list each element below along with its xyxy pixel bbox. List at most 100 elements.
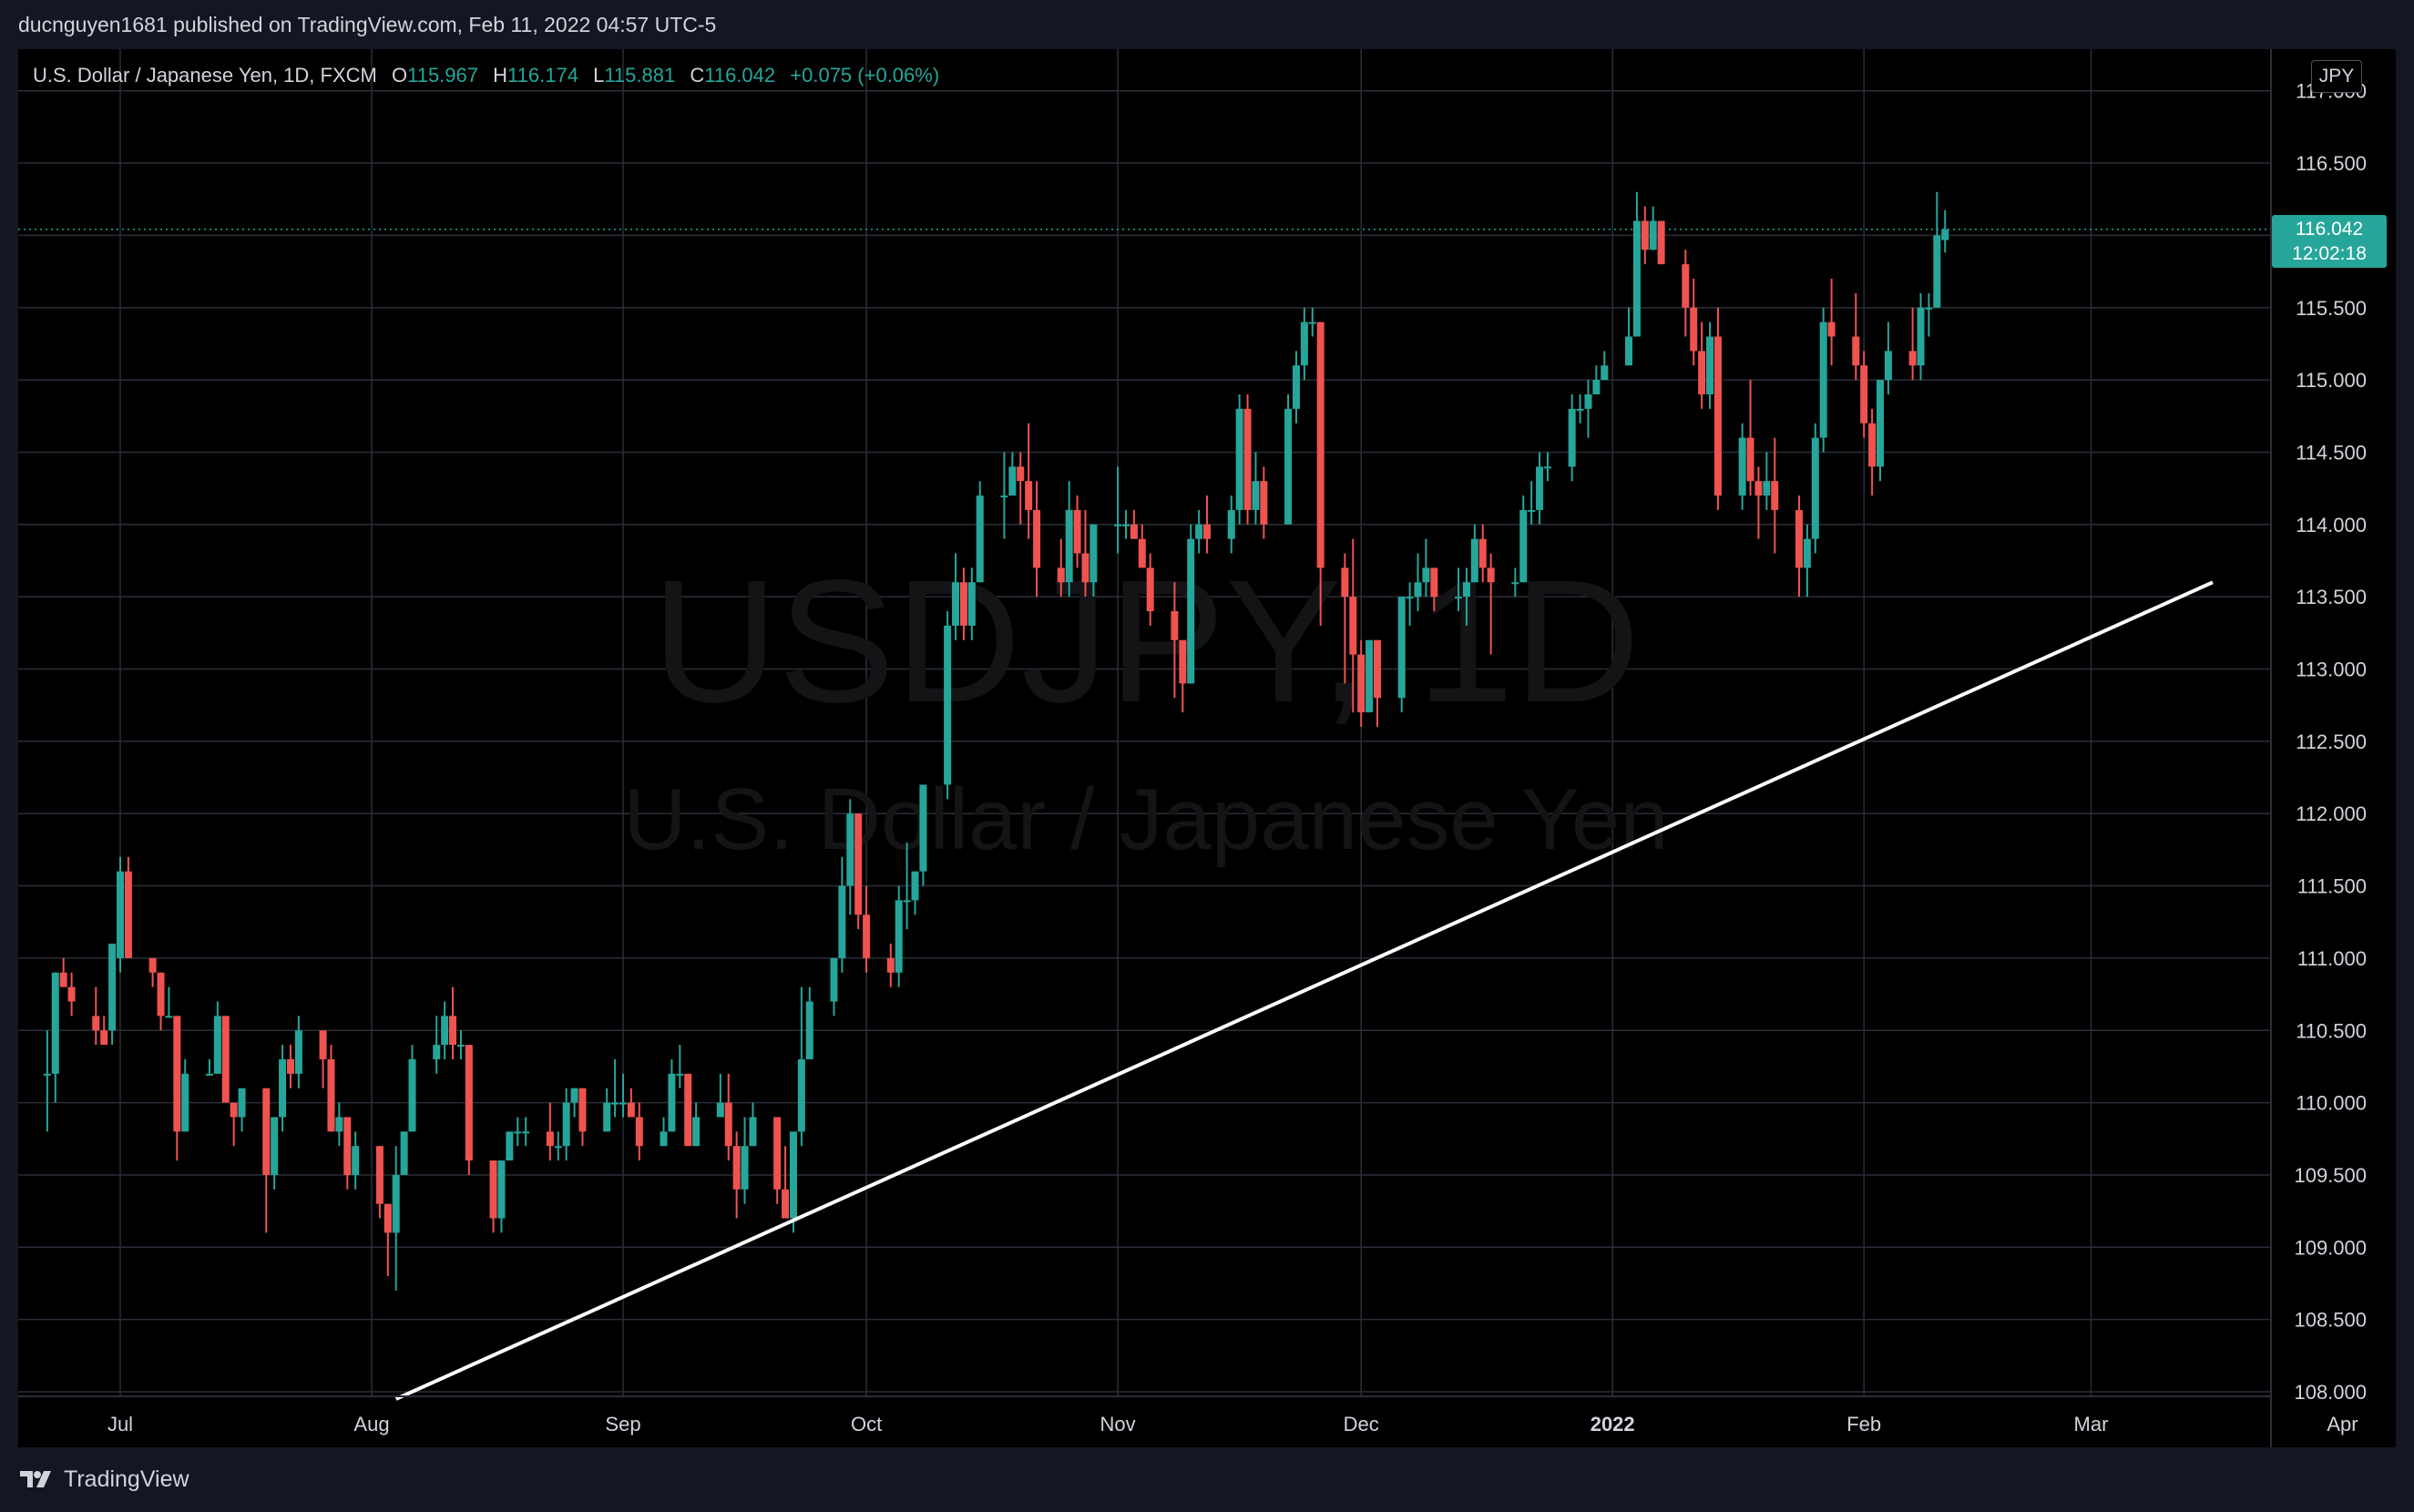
candle-down bbox=[286, 1045, 294, 1088]
candle-body bbox=[465, 1045, 473, 1161]
candle-up bbox=[846, 799, 854, 915]
last-price-value: 116.042 bbox=[2295, 219, 2364, 240]
candle-up bbox=[1114, 466, 1122, 554]
candle-down bbox=[1860, 351, 1868, 438]
x-tick-label: Oct bbox=[851, 1413, 882, 1435]
candle-up bbox=[1195, 509, 1203, 554]
candle-up bbox=[1414, 553, 1422, 612]
candle-up bbox=[603, 1088, 611, 1132]
legend-low-label: L bbox=[593, 64, 605, 87]
candle-body bbox=[352, 1146, 360, 1175]
candle-up bbox=[1601, 351, 1609, 381]
candle-down bbox=[854, 813, 863, 930]
candle-up bbox=[562, 1088, 570, 1161]
candles bbox=[43, 191, 1949, 1291]
candle-down bbox=[1682, 250, 1690, 337]
candle-down bbox=[1033, 481, 1041, 598]
y-tick-label: 112.000 bbox=[2296, 802, 2367, 825]
candle-body bbox=[959, 582, 967, 626]
candle-down bbox=[1713, 307, 1722, 510]
candle-body bbox=[692, 1117, 701, 1147]
candle-body bbox=[911, 871, 919, 901]
candle-down bbox=[1430, 567, 1438, 612]
candle-up bbox=[108, 944, 117, 1046]
candle-up bbox=[895, 885, 903, 987]
candle-body bbox=[789, 1131, 797, 1219]
candle-body bbox=[1260, 481, 1268, 525]
candle-up bbox=[279, 1045, 287, 1132]
candle-body bbox=[1171, 611, 1179, 640]
candle-body bbox=[1470, 538, 1478, 583]
candle-up bbox=[271, 1117, 279, 1190]
symbol-legend[interactable]: U.S. Dollar / Japanese Yen, 1D, FXCM O11… bbox=[33, 64, 939, 87]
tradingview-brand[interactable]: TradingView bbox=[64, 1466, 189, 1492]
candle-up bbox=[1455, 567, 1463, 612]
y-tick-label: 108.500 bbox=[2294, 1309, 2367, 1332]
candle-body bbox=[619, 1102, 627, 1105]
bar-countdown: 12:02:18 bbox=[2292, 243, 2367, 264]
candle-up bbox=[1811, 423, 1819, 554]
candle-down bbox=[449, 986, 457, 1059]
candle-up bbox=[294, 1016, 302, 1088]
candle-body bbox=[1081, 553, 1089, 583]
x-tick-label: Feb bbox=[1846, 1413, 1881, 1435]
candle-up bbox=[976, 481, 984, 583]
chart-frame[interactable] bbox=[18, 49, 2396, 1447]
y-tick-label: 112.500 bbox=[2296, 730, 2367, 753]
candle-up bbox=[1568, 393, 1576, 482]
candle-down bbox=[230, 1102, 238, 1147]
candle-body bbox=[117, 871, 124, 958]
candle-body bbox=[1130, 524, 1138, 539]
candle-down bbox=[157, 972, 165, 1031]
candle-body bbox=[67, 986, 76, 1002]
candle-down bbox=[343, 1117, 352, 1190]
x-axis[interactable]: Jul Aug Sep Oct Nov Dec 2022 Feb Mar Apr bbox=[107, 1413, 2358, 1435]
trendline[interactable] bbox=[394, 580, 2214, 1401]
candle-up bbox=[830, 957, 838, 1017]
candle-down bbox=[1746, 380, 1754, 496]
candle-body bbox=[611, 1102, 619, 1105]
candle-down bbox=[1478, 524, 1487, 583]
candle-body bbox=[676, 1073, 684, 1076]
candle-up bbox=[716, 1073, 724, 1118]
candle-up bbox=[1470, 524, 1478, 583]
candle-body bbox=[944, 625, 952, 785]
y-axis[interactable]: 108.000 108.500 109.000 109.500 110.000 110.5… bbox=[2294, 80, 2367, 1404]
candle-up bbox=[1528, 481, 1536, 525]
candle-body bbox=[522, 1131, 530, 1134]
candle-body bbox=[1771, 481, 1779, 510]
candle-body bbox=[1252, 481, 1260, 510]
candle-body bbox=[660, 1131, 668, 1147]
candle-up bbox=[952, 553, 960, 640]
candle-up bbox=[1366, 639, 1374, 713]
candle-up bbox=[668, 1058, 676, 1132]
candle-body bbox=[684, 1073, 692, 1147]
y-tick-label: 109.000 bbox=[2294, 1236, 2367, 1259]
candle-body bbox=[1146, 567, 1154, 612]
candle-up bbox=[1252, 452, 1260, 525]
candle-body bbox=[1187, 538, 1195, 684]
candle-body bbox=[408, 1058, 416, 1132]
candle-down bbox=[67, 972, 76, 1017]
candle-body bbox=[805, 1001, 813, 1059]
candle-body bbox=[1025, 481, 1033, 510]
candle-up bbox=[1284, 393, 1293, 525]
candle-body bbox=[1357, 654, 1366, 713]
candle-down bbox=[1657, 220, 1665, 265]
candle-up bbox=[741, 1117, 749, 1204]
candle-up bbox=[1089, 524, 1098, 598]
y-tick-label: 108.000 bbox=[2294, 1381, 2367, 1404]
candle-body bbox=[1754, 481, 1763, 496]
y-tick-label: 111.000 bbox=[2297, 947, 2367, 970]
candle-up bbox=[392, 1146, 400, 1291]
candle-body bbox=[1065, 509, 1073, 583]
candle-up bbox=[570, 1088, 578, 1118]
currency-badge[interactable]: JPY bbox=[2311, 60, 2362, 93]
candle-body bbox=[1738, 437, 1746, 496]
candle-body bbox=[1925, 307, 1933, 310]
candle-up bbox=[797, 986, 805, 1147]
candle-body bbox=[205, 1073, 213, 1076]
x-tick-label: Mar bbox=[2074, 1413, 2109, 1435]
candle-up bbox=[1000, 452, 1008, 539]
